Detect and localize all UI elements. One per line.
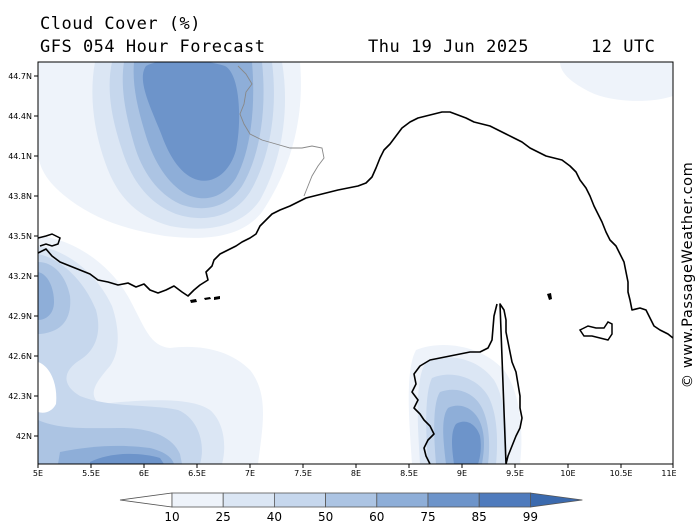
colorbar-bin [222,492,275,508]
lon-label: 9E [457,469,467,478]
colorbar-bin [171,492,224,508]
lon-label: 10.5E [610,469,633,478]
chart-title-variable: Cloud Cover (%) [40,14,202,34]
hyeres-islands [190,296,220,303]
colorbar-label: 10 [164,510,179,524]
lon-label: 6E [139,469,149,478]
colorbar-bin [478,492,531,508]
lon-label: 9.5E [506,469,524,478]
credit-text: © www.PassageWeather.com [680,161,696,389]
lat-label: 43.2N [8,272,32,281]
colorbar-bin [530,492,583,508]
coastline-mainland [38,111,673,339]
elba-island [578,321,613,341]
lon-label: 11E [661,469,676,478]
lon-label: 5.5E [82,469,100,478]
lon-label: 8.5E [400,469,418,478]
credit-watermark: © www.PassageWeather.com [678,150,698,400]
lon-label: 7.5E [294,469,312,478]
border-france-italy [237,65,325,197]
cloud-mass-corsica [408,344,522,464]
lon-label: 7E [245,469,255,478]
lat-label: 43.5N [8,232,32,241]
longitude-axis: 5E 5.5E 6E 6.5E 7E 7.5E 8E 8.5E 9E 9.5E … [33,464,677,478]
corsica-outline [411,303,523,464]
lat-label: 42.9N [8,312,32,321]
colorbar-label: 40 [267,510,282,524]
lat-label: 42.6N [8,352,32,361]
cloud-fields [38,62,673,464]
lat-label: 42N [16,432,32,441]
colorbar-bin [376,492,429,508]
colorbar-label: 25 [216,510,231,524]
lat-label: 42.3N [8,392,32,401]
colorbar-label: 85 [472,510,487,524]
cloud-patch-northeast [560,62,673,101]
lat-label: 44.7N [8,72,32,81]
cloud-mass-north [38,62,301,238]
lat-label: 44.4N [8,112,32,121]
lon-label: 6.5E [188,469,206,478]
colorbar-label: 60 [369,510,384,524]
rhone-delta-coast [38,233,61,247]
chart-title-date: Thu 19 Jun 2025 [368,37,530,57]
colorbar-label: 50 [318,510,333,524]
colorbar-bin [119,492,173,508]
cloud-mass-southwest [38,236,263,464]
lon-label: 10E [560,469,575,478]
colorbar-bin [427,492,480,508]
lat-label: 43.8N [8,192,32,201]
lon-label: 5E [33,469,43,478]
chart-title-time: 12 UTC [591,37,656,57]
capraia-island [547,293,552,300]
latitude-axis: 44.7N 44.4N 44.1N 43.8N 43.5N 43.2N 42.9… [8,72,38,441]
colorbar-legend: 10 25 40 50 60 75 85 99 [119,492,583,524]
chart-title-model: GFS 054 Hour Forecast [40,37,266,57]
lat-label: 44.1N [8,152,32,161]
colorbar-bin [273,492,326,508]
colorbar-bin [325,492,378,508]
lon-label: 8E [351,469,361,478]
colorbar-label: 75 [420,510,435,524]
colorbar-label: 99 [523,510,538,524]
